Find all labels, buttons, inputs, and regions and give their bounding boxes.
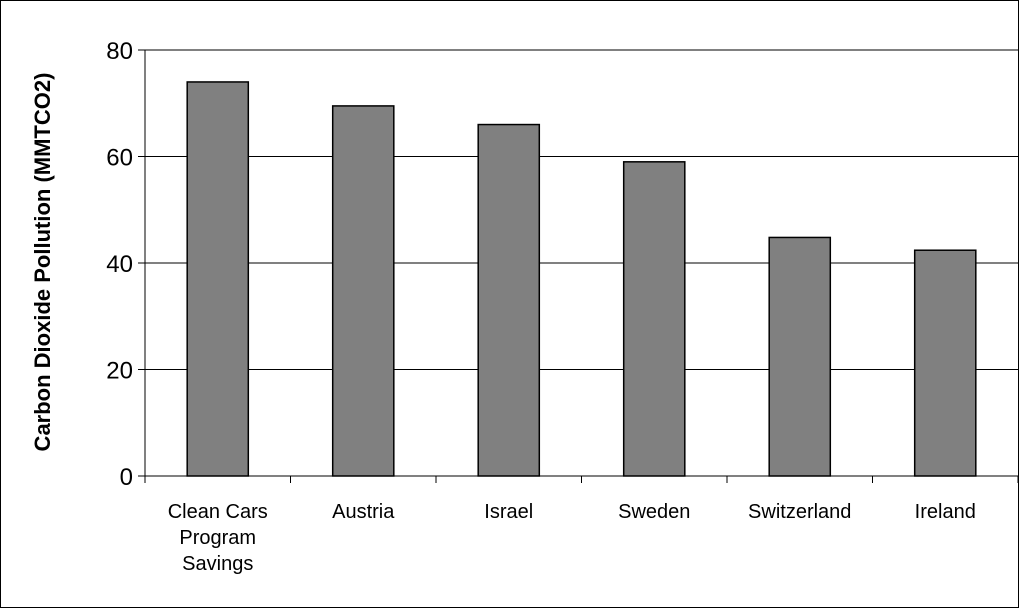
bar [477, 123, 541, 477]
x-tick-label-line: Program [179, 527, 256, 549]
x-tick-label: Sweden [618, 501, 690, 523]
y-tick-label: 0 [120, 464, 133, 491]
bar [622, 161, 686, 477]
y-tick-label: 80 [106, 38, 133, 65]
x-tick-label-line: Ireland [915, 501, 976, 523]
x-tick-label-line: Switzerland [748, 501, 851, 523]
x-tick-label-line: Austria [332, 501, 395, 523]
bar [331, 105, 395, 477]
bar [186, 81, 250, 477]
x-tick-label: Switzerland [748, 501, 851, 523]
x-tick-label: Clean Cars Program Savings [168, 501, 268, 575]
y-tick-label: 20 [106, 358, 133, 385]
x-tick-label: Israel [484, 501, 533, 523]
x-tick-label-line: Clean Cars [168, 501, 268, 523]
axes [138, 49, 1019, 483]
x-tick-label-line: Israel [484, 501, 533, 523]
gridlines [145, 49, 1018, 370]
x-tick-label: Austria [332, 501, 395, 523]
y-axis-label: Carbon Dioxide Pollution (MMTCO2) [30, 73, 55, 452]
y-tick-labels: 0 20 40 60 80 [106, 38, 133, 491]
y-tick-label: 60 [106, 145, 133, 172]
x-tick-label: Ireland [915, 501, 976, 523]
x-tick-label-line: Sweden [618, 501, 690, 523]
x-tick-label-line: Savings [182, 553, 253, 575]
x-tick-labels: Clean Cars Program Savings Austria Israel Swe… [168, 501, 976, 575]
bar [768, 236, 832, 477]
y-tick-label: 40 [106, 251, 133, 278]
bar [913, 249, 977, 477]
